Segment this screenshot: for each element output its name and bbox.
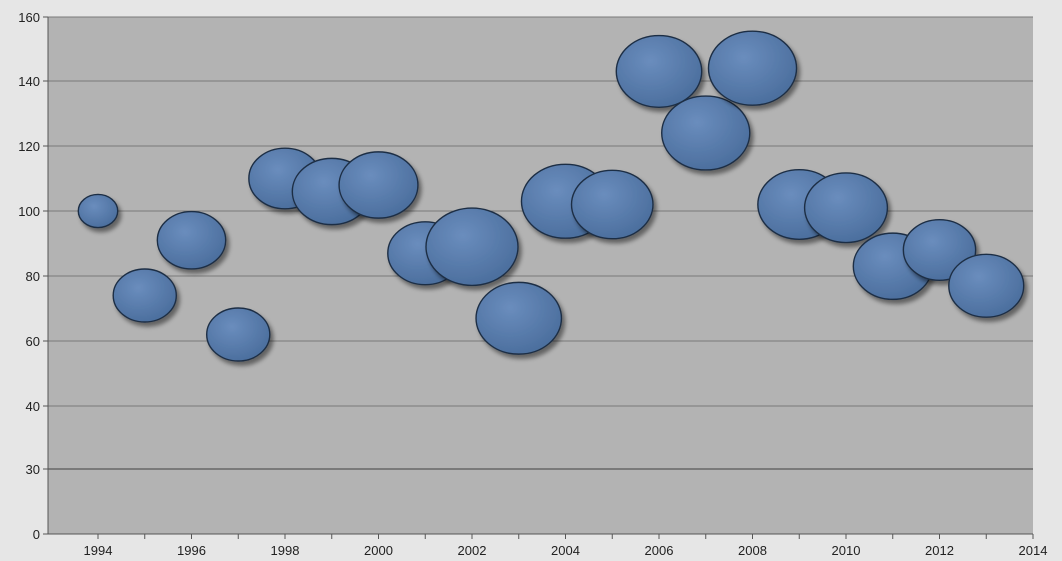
y-tick-label: 100 bbox=[18, 204, 40, 219]
x-tick-label: 2004 bbox=[551, 543, 580, 558]
x-tick-label: 1994 bbox=[84, 543, 113, 558]
bubble-point bbox=[803, 172, 889, 244]
y-tick-label: 80 bbox=[26, 269, 40, 284]
x-tick-label: 2010 bbox=[832, 543, 861, 558]
bubble-point bbox=[338, 151, 419, 219]
bubble-point bbox=[425, 207, 519, 287]
x-tick-label: 2014 bbox=[1019, 543, 1048, 558]
y-tick-label: 160 bbox=[18, 10, 40, 25]
x-tick-label: 2000 bbox=[364, 543, 393, 558]
y-tick-label: 0 bbox=[33, 527, 40, 542]
bubble-point bbox=[77, 193, 119, 229]
x-tick-label: 2012 bbox=[925, 543, 954, 558]
x-axis-ticks: 1994 1996 1998 2000 2002 2004 2006 2008 2010 2012… bbox=[84, 543, 1048, 558]
bubble-series bbox=[77, 30, 1025, 362]
y-tick-label: 120 bbox=[18, 139, 40, 154]
x-tick-label: 1996 bbox=[177, 543, 206, 558]
x-tick-label: 1998 bbox=[271, 543, 300, 558]
y-tick-label: 30 bbox=[26, 462, 40, 477]
bubble-point bbox=[661, 95, 751, 171]
bubble-point bbox=[112, 268, 177, 323]
y-axis-ticks: 0 30 40 60 80 100 120 140 160 bbox=[18, 10, 48, 542]
bubble-point bbox=[570, 169, 654, 240]
y-tick-label: 140 bbox=[18, 74, 40, 89]
bubble-point bbox=[615, 34, 703, 108]
bubble-point bbox=[707, 30, 798, 106]
y-tick-label: 60 bbox=[26, 334, 40, 349]
x-tick-label: 2006 bbox=[645, 543, 674, 558]
bubble-point bbox=[206, 307, 271, 362]
bubble-point bbox=[475, 281, 563, 355]
bubble-point bbox=[948, 253, 1025, 318]
bubble-point bbox=[156, 210, 227, 270]
x-tick-label: 2002 bbox=[458, 543, 487, 558]
x-tick-label: 2008 bbox=[738, 543, 767, 558]
y-tick-label: 40 bbox=[26, 399, 40, 414]
